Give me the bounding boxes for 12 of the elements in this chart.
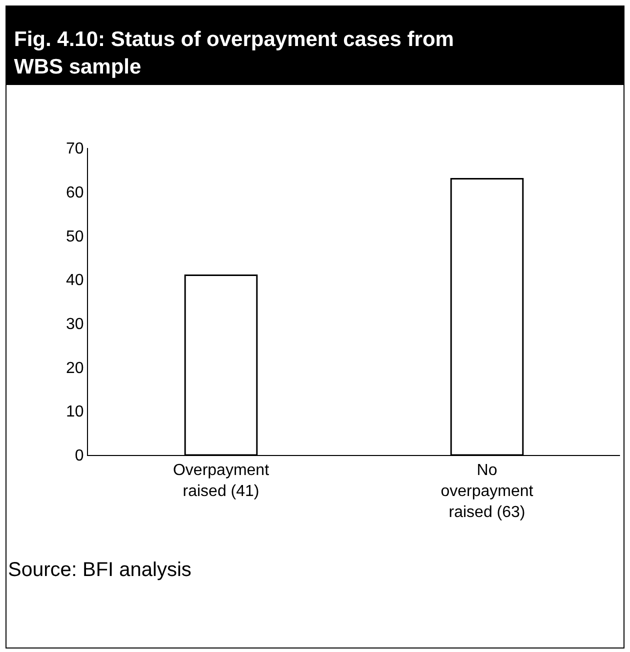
chart-title: Fig. 4.10: Status of overpayment cases from WBS sample: [14, 28, 454, 78]
y-tick-label: 60: [66, 184, 84, 202]
y-tick-label: 0: [74, 448, 84, 465]
y-tick-label: 30: [66, 316, 84, 334]
y-tick-label: 20: [66, 360, 84, 377]
source-note: Source: BFI analysis: [8, 559, 192, 581]
y-tick-label: 50: [66, 228, 84, 246]
x-tick-label: Overpayment raised (41): [172, 462, 270, 500]
y-tick-label: 10: [66, 404, 84, 421]
y-tick-label: 70: [66, 140, 84, 158]
y-tick-label: 40: [66, 272, 84, 290]
x-tick-label: No overpayment raised (63): [440, 462, 534, 521]
